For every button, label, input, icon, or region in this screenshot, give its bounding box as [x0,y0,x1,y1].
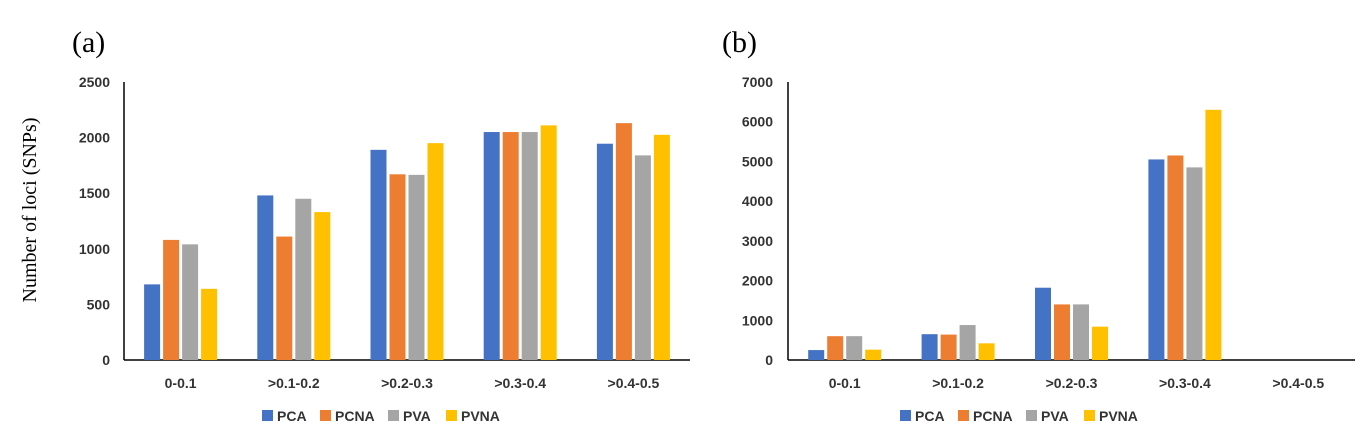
bar-pca-b [1035,287,1051,360]
bar-pcna-a [502,132,519,360]
bar-pva-a [295,198,312,360]
bar-pvna-b [978,343,995,360]
bar-pva-b [1073,304,1089,360]
bar-pcna-b [827,336,844,360]
bar-pcna-a [276,236,293,360]
bar-pcna-b [1167,155,1184,360]
bar-pvna-b [1205,109,1222,360]
legend-label-pvna-b: PVNA [1099,408,1138,424]
y-tick-label-a: 1000 [79,241,110,257]
bar-pvna-a [540,125,557,360]
y-tick-label-b: 1000 [742,312,773,328]
panel-label-b: (b) [722,26,757,59]
legend-swatch-pvna-a [446,410,457,421]
bar-pva-a [634,155,651,360]
legend-swatch-pcna-a [320,410,331,421]
x-tick-label-a: >0.1-0.2 [268,375,320,391]
legend-swatch-pca-b [900,410,911,421]
legend-label-pca-b: PCA [915,408,945,424]
x-tick-label-b: >0.4-0.5 [1272,375,1324,391]
y-tick-label-a: 1500 [79,185,110,201]
y-tick-label-b: 4000 [742,193,773,209]
bar-pva-a [182,244,199,360]
bar-pca-b [808,350,825,360]
bar-pca-b [921,334,938,360]
legend-swatch-pca-a [262,410,273,421]
y-tick-label-b: 5000 [742,153,773,169]
bar-pvna-a [201,288,218,360]
x-tick-label-a: >0.2-0.3 [381,375,433,391]
legend-label-pvna-a: PVNA [461,408,500,424]
legend-label-pva-a: PVA [403,408,431,424]
y-tick-label-a: 500 [87,296,111,312]
bar-pva-a [521,132,538,360]
bar-pvna-a [314,212,331,360]
y-tick-label-b: 3000 [742,233,773,249]
legend-label-pva-b: PVA [1041,408,1069,424]
bar-pcna-a [389,174,406,360]
bar-pcna-b [1054,304,1070,360]
bar-pca-a [596,143,613,360]
bar-pca-a [257,195,274,360]
bar-pcna-a [163,239,180,360]
y-tick-label-b: 2000 [742,273,773,289]
legend-swatch-pva-a [388,410,399,421]
bar-pva-b [1186,167,1203,360]
legend-swatch-pcna-b [958,410,969,421]
bar-pvna-a [653,134,670,360]
bar-pva-b [959,325,976,360]
legend-label-pcna-b: PCNA [973,408,1013,424]
legend-label-pcna-a: PCNA [335,408,375,424]
x-tick-label-b: 0-0.1 [829,375,861,391]
bar-pva-a [408,174,425,360]
panel-label-a: (a) [72,26,105,59]
x-tick-label-a: 0-0.1 [165,375,197,391]
legend-swatch-pvna-b [1084,410,1095,421]
legend-swatch-pva-b [1026,410,1037,421]
x-tick-label-b: >0.2-0.3 [1046,375,1098,391]
bar-pcna-b [940,334,957,360]
x-tick-label-b: >0.3-0.4 [1159,375,1211,391]
bar-pca-a [483,132,500,360]
y-tick-label-b: 6000 [742,114,773,130]
y-tick-label-a: 2500 [79,74,110,90]
bar-pvna-a [427,143,444,360]
bar-pvna-b [1092,326,1108,360]
x-tick-label-a: >0.3-0.4 [494,375,546,391]
y-axis-label-a: Number of loci (SNPs) [19,118,41,303]
bar-pvna-b [865,349,882,360]
y-tick-label-b: 0 [765,352,773,368]
bar-pca-a [144,284,161,360]
x-tick-label-a: >0.4-0.5 [608,375,660,391]
bar-pcna-a [615,123,632,360]
y-tick-label-a: 0 [102,352,110,368]
legend-label-pca-a: PCA [277,408,307,424]
y-tick-label-b: 7000 [742,74,773,90]
bar-pca-a [370,149,387,360]
bar-pva-b [846,336,863,360]
y-tick-label-a: 2000 [79,130,110,146]
bar-pca-b [1148,159,1165,360]
x-tick-label-b: >0.1-0.2 [932,375,984,391]
